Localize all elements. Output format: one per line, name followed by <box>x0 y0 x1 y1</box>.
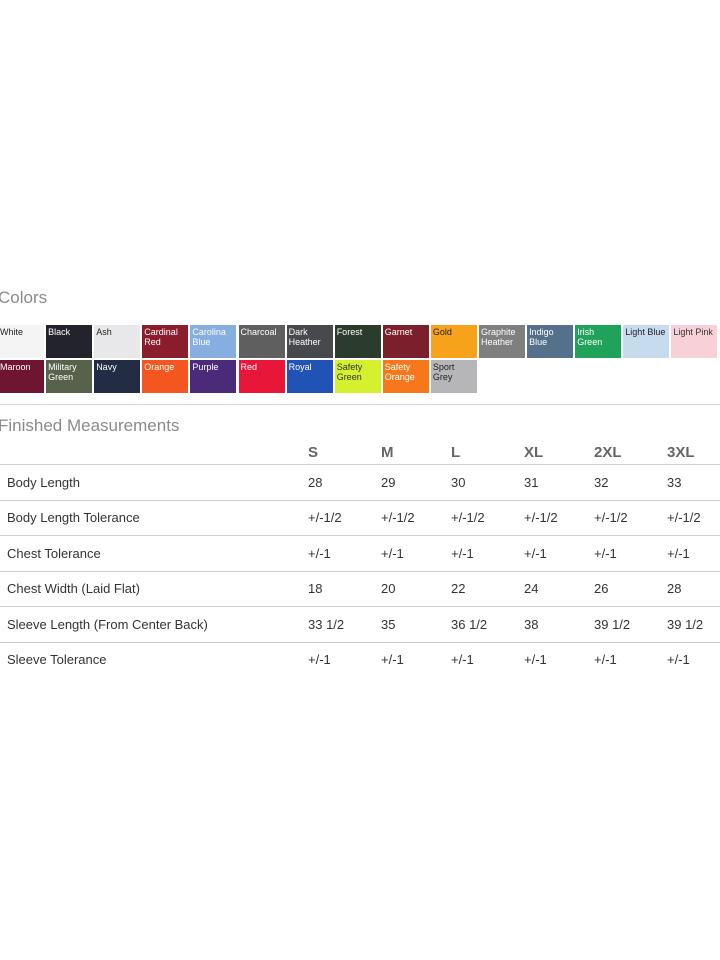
measurements-table: S M L XL 2XL 3XL Body Length 28 29 30 31… <box>0 441 720 677</box>
color-swatch-white[interactable]: White <box>0 325 44 358</box>
cell-value: +/-1 <box>594 652 617 668</box>
color-swatch-graphite-heather[interactable]: Graphite Heather <box>479 325 525 358</box>
color-swatch-purple[interactable]: Purple <box>190 360 237 393</box>
color-swatch-orange[interactable]: Orange <box>142 360 189 393</box>
row-label: Body Length Tolerance <box>0 500 308 536</box>
header-blank <box>0 441 308 465</box>
cell-value: 28 <box>308 464 381 501</box>
color-swatch-maroon[interactable]: Maroon <box>0 360 44 393</box>
color-swatch-dark-heather[interactable]: Dark Heather <box>286 325 333 358</box>
color-swatch-irish-green[interactable]: Irish Green <box>575 325 622 358</box>
table-row: Sleeve Length (From Center Back) 33 1/2 … <box>0 606 720 643</box>
color-swatch-navy[interactable]: Navy <box>94 360 141 393</box>
size-header: 3XL <box>667 441 720 465</box>
color-swatch-safety-green[interactable]: Safety Green <box>334 360 381 393</box>
size-header-row: S M L XL 2XL 3XL <box>0 441 720 465</box>
table-row: Chest Tolerance +/-1 +/-1 +/-1 +/-1 +/-1… <box>0 535 720 572</box>
color-swatch-military-green[interactable]: Military Green <box>46 360 93 393</box>
color-swatch-carolina-blue[interactable]: Carolina Blue <box>190 325 237 358</box>
cell-value: 33 <box>667 464 720 501</box>
cell-value: +/-1 <box>308 652 331 668</box>
cell-value: 24 <box>524 571 594 607</box>
cell-value: +/-1/2 <box>667 500 720 536</box>
color-swatch-black[interactable]: Black <box>46 325 93 358</box>
section-divider <box>0 404 720 405</box>
color-swatch-light-blue[interactable]: Light Blue <box>623 325 670 358</box>
table-row: Body Length 28 29 30 31 32 33 <box>0 464 720 501</box>
cell-value: 39 1/2 <box>594 606 667 643</box>
measurements-title: Finished Measurements <box>0 416 180 435</box>
size-header: 2XL <box>594 441 667 465</box>
cell-value: 26 <box>594 571 667 607</box>
color-swatch-red[interactable]: Red <box>238 360 285 393</box>
size-header: M <box>381 441 451 465</box>
row-label: Sleeve Length (From Center Back) <box>0 606 308 643</box>
cell-value: 38 <box>524 606 594 643</box>
cell-value: +/-1 <box>308 535 381 572</box>
color-swatch-cardinal-red[interactable]: Cardinal Red <box>142 325 189 358</box>
cell-value: +/-1 <box>524 535 594 572</box>
cell-value: +/-1/2 <box>524 500 594 536</box>
cell-value: 29 <box>381 464 451 501</box>
cell-value: +/-1 <box>451 535 524 572</box>
table-row: Sleeve Tolerance +/-1 +/-1 +/-1 +/-1 +/-… <box>0 642 720 677</box>
cell-value: 35 <box>381 606 451 643</box>
color-swatch-safety-orange[interactable]: Safety Orange <box>382 360 429 393</box>
cell-value: 31 <box>524 464 594 501</box>
cell-value: +/-1 <box>667 652 690 668</box>
cell-value: +/-1 <box>381 535 451 572</box>
cell-value: 28 <box>667 571 720 607</box>
row-label: Sleeve Tolerance <box>7 652 107 668</box>
color-swatch-royal[interactable]: Royal <box>286 360 333 393</box>
cell-value: 36 1/2 <box>451 606 524 643</box>
cell-value: 22 <box>451 571 524 607</box>
cell-value: +/-1/2 <box>451 500 524 536</box>
cell-value: +/-1/2 <box>381 500 451 536</box>
color-swatch-charcoal[interactable]: Charcoal <box>238 325 285 358</box>
colors-title: Colors <box>0 288 48 307</box>
size-header: XL <box>524 441 594 465</box>
cell-value: +/-1 <box>594 535 667 572</box>
cell-value: 20 <box>381 571 451 607</box>
color-swatch-garnet[interactable]: Garnet <box>382 325 429 358</box>
row-label: Body Length <box>0 464 308 501</box>
cell-value: +/-1 <box>451 652 474 668</box>
cell-value: +/-1 <box>381 652 404 668</box>
color-swatch-light-pink[interactable]: Light Pink <box>671 325 718 358</box>
color-swatch-gold[interactable]: Gold <box>430 325 477 358</box>
row-label: Chest Width (Laid Flat) <box>0 571 308 607</box>
table-row: Body Length Tolerance +/-1/2 +/-1/2 +/-1… <box>0 500 720 536</box>
row-label: Chest Tolerance <box>0 535 308 572</box>
cell-value: +/-1/2 <box>308 500 381 536</box>
cell-value: +/-1 <box>524 652 547 668</box>
cell-value: 33 1/2 <box>308 606 381 643</box>
size-header: L <box>451 441 524 465</box>
cell-value: 39 1/2 <box>667 606 720 643</box>
color-swatch-sport-grey[interactable]: Sport Grey <box>430 360 477 393</box>
cell-value: +/-1/2 <box>594 500 667 536</box>
cell-value: 30 <box>451 464 524 501</box>
color-swatch-ash[interactable]: Ash <box>94 325 141 358</box>
color-swatch-forest[interactable]: Forest <box>334 325 381 358</box>
table-row: Chest Width (Laid Flat) 18 20 22 24 26 2… <box>0 571 720 607</box>
color-swatch-indigo-blue[interactable]: Indigo Blue <box>527 325 574 358</box>
cell-value: 18 <box>308 571 381 607</box>
cell-value: +/-1 <box>667 535 720 572</box>
size-header: S <box>308 441 381 465</box>
cell-value: 32 <box>594 464 667 501</box>
